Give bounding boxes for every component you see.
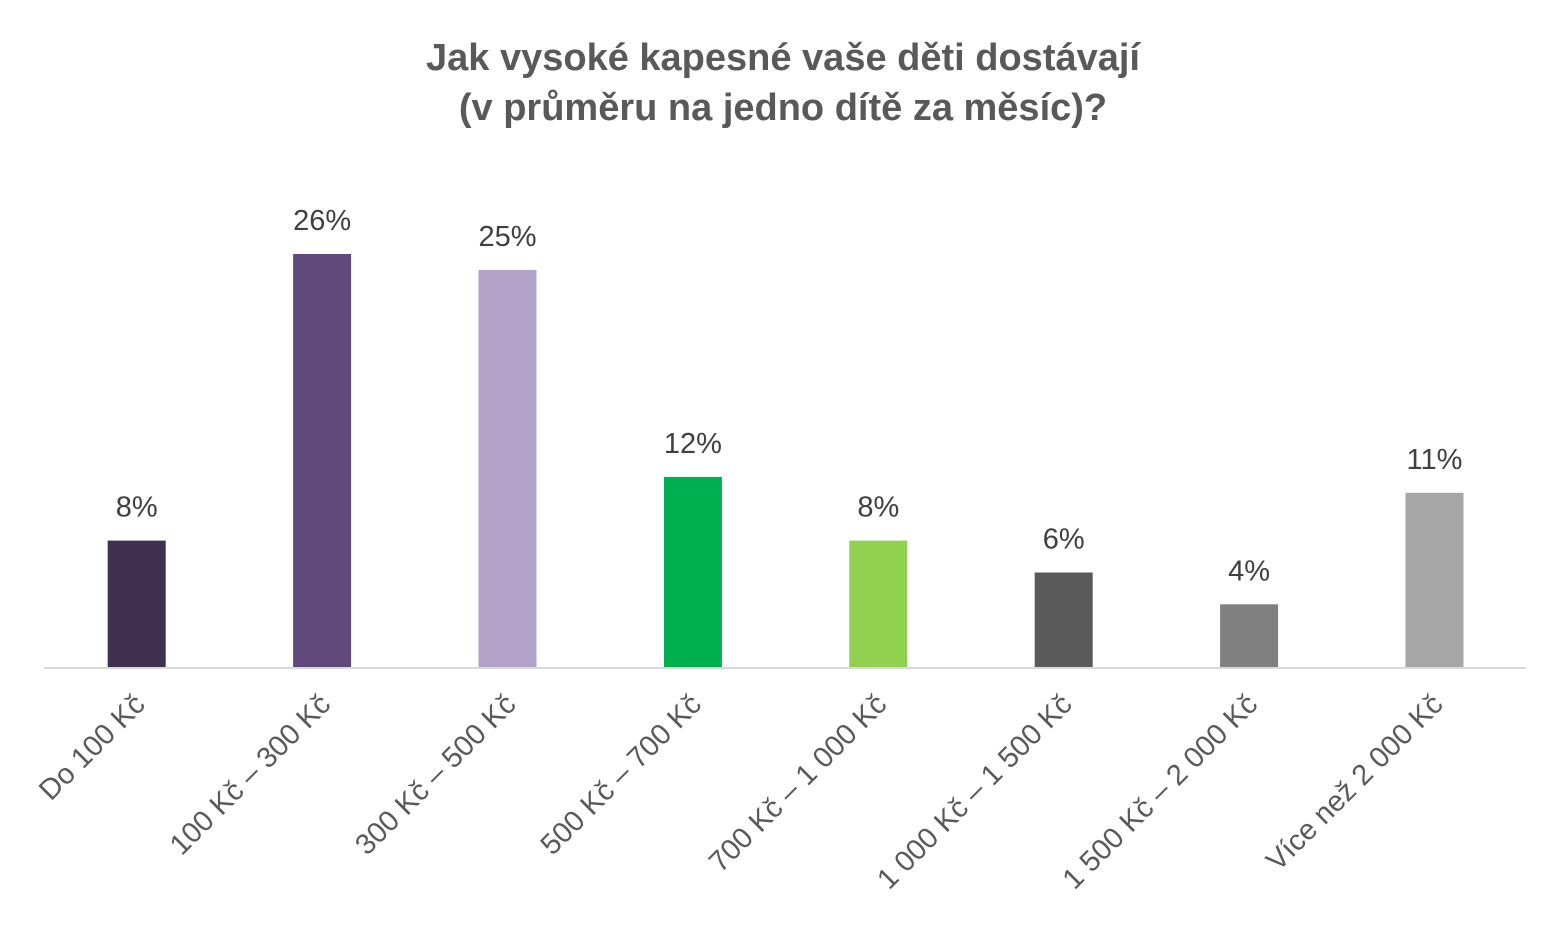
chart-title-line-1: Jak vysoké kapesné vaše děti dostávají xyxy=(426,37,1141,79)
data-label-1: 8% xyxy=(116,492,158,524)
x-tick-label-7: 1 500 Kč – 2 000 Kč xyxy=(1057,688,1264,895)
data-label-4: 12% xyxy=(664,428,722,460)
data-label-8: 11% xyxy=(1407,444,1463,476)
chart-title-line-2: (v průměru na jedno dítě za měsíc)? xyxy=(459,87,1107,129)
x-tick-label-2: 100 Kč – 300 Kč xyxy=(164,688,337,861)
bar-2 xyxy=(293,254,352,668)
bar-8 xyxy=(1405,492,1464,668)
bars-group xyxy=(107,254,1464,668)
data-label-3: 25% xyxy=(478,221,536,253)
x-tick-label-3: 300 Kč – 500 Kč xyxy=(349,688,522,861)
bar-7 xyxy=(1220,604,1279,668)
x-tick-label-8: Více než 2 000 Kč xyxy=(1260,688,1449,877)
data-labels-group: 8% 26% 25% 12% 8% 6% 4% 11% xyxy=(116,205,1463,587)
x-tick-label-6: 1 000 Kč – 1 500 Kč xyxy=(871,688,1078,895)
data-label-7: 4% xyxy=(1228,555,1270,587)
bar-3 xyxy=(478,269,537,668)
data-label-5: 8% xyxy=(857,492,899,524)
bar-5 xyxy=(849,540,908,668)
x-tick-labels-group: Do 100 Kč 100 Kč – 300 Kč 300 Kč – 500 Kč 5… xyxy=(33,688,1449,895)
bar-1 xyxy=(107,540,166,668)
data-label-6: 6% xyxy=(1043,524,1085,556)
bar-4 xyxy=(663,476,722,668)
x-tick-label-1: Do 100 Kč xyxy=(33,688,151,806)
x-tick-label-5: 700 Kč – 1 000 Kč xyxy=(703,688,893,878)
data-label-2: 26% xyxy=(293,205,351,237)
bar-6 xyxy=(1034,572,1093,668)
x-tick-label-4: 500 Kč – 700 Kč xyxy=(535,688,708,861)
